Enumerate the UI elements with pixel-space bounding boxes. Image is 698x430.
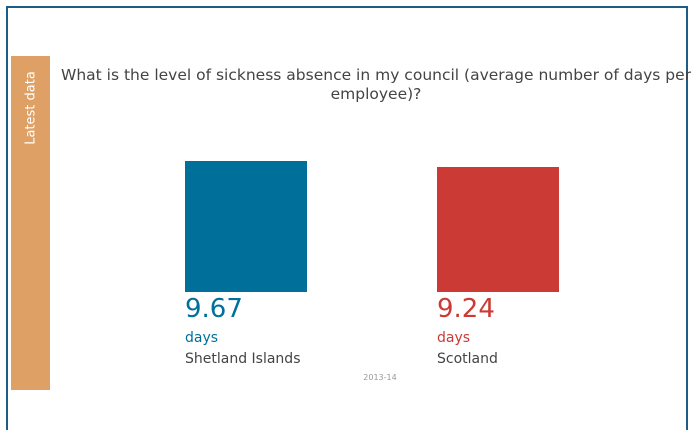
category-label-shetland-islands: Shetland Islands [185, 351, 301, 367]
value-label-scotland: 9.24 [437, 294, 495, 324]
chart-title: What is the level of sickness absence in… [61, 66, 691, 103]
period-label: 2013-14 [363, 373, 397, 382]
unit-label-scotland: days [437, 330, 471, 346]
bar-shetland-islands [185, 161, 307, 292]
latest-data-tab-label: Latest data [23, 71, 38, 145]
category-label-scotland: Scotland [437, 351, 498, 367]
unit-label-shetland-islands: days [185, 330, 219, 346]
value-label-shetland-islands: 9.67 [185, 294, 243, 324]
chart-panel [6, 6, 688, 430]
bar-scotland [437, 166, 559, 292]
latest-data-tab[interactable]: Latest data [11, 56, 50, 390]
